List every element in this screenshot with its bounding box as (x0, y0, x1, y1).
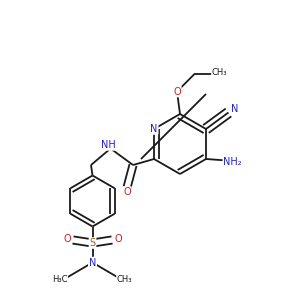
Text: NH₂: NH₂ (224, 157, 242, 167)
Text: N: N (150, 124, 158, 134)
Text: H₃C: H₃C (52, 275, 67, 284)
Text: N: N (231, 104, 238, 114)
Text: O: O (173, 86, 181, 97)
Text: N: N (89, 257, 96, 268)
Text: O: O (63, 233, 71, 244)
Text: S: S (89, 238, 96, 248)
Text: CH₃: CH₃ (212, 68, 227, 77)
Text: NH: NH (101, 140, 116, 150)
Text: CH₃: CH₃ (117, 275, 132, 284)
Text: O: O (114, 233, 122, 244)
Text: O: O (123, 187, 131, 197)
